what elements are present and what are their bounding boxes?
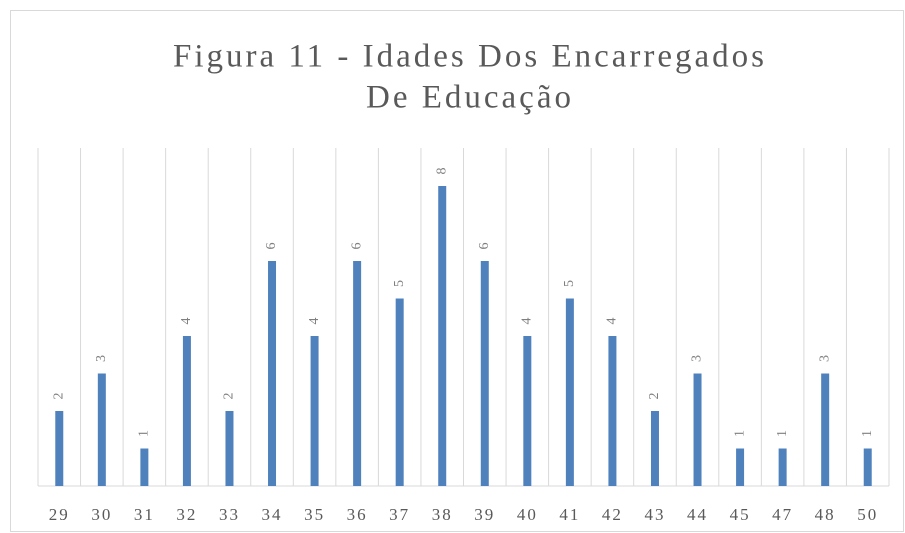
data-label: 5 (392, 280, 407, 287)
chart-title: Figura 11 - Idades Dos Encarregados (173, 39, 767, 75)
x-tick-label: 40 (517, 505, 538, 524)
data-label: 1 (732, 430, 747, 437)
x-tick-label: 42 (602, 505, 623, 524)
data-label: 1 (775, 430, 790, 437)
bar (182, 336, 191, 486)
bar (778, 448, 787, 486)
bar (55, 411, 64, 486)
x-tick-label: 47 (772, 505, 793, 524)
data-label: 1 (860, 430, 875, 437)
x-tick-label: 33 (219, 505, 240, 524)
bar (438, 186, 447, 486)
data-label: 2 (51, 393, 66, 400)
data-label: 6 (264, 243, 279, 250)
x-tick-label: 39 (474, 505, 495, 524)
x-tick-label: 44 (687, 505, 708, 524)
bar (268, 261, 277, 486)
data-label: 3 (817, 355, 832, 362)
bar (480, 261, 489, 486)
data-label: 6 (349, 243, 364, 250)
x-tick-label: 45 (730, 505, 751, 524)
data-label: 2 (647, 393, 662, 400)
bar (97, 373, 106, 486)
bar (863, 448, 872, 486)
bar (225, 411, 234, 486)
x-tick-label: 50 (857, 505, 878, 524)
data-label: 2 (222, 393, 237, 400)
data-label: 8 (434, 168, 449, 175)
x-tick-label: 36 (347, 505, 368, 524)
data-label: 5 (562, 280, 577, 287)
bar (140, 448, 149, 486)
x-tick-label: 41 (559, 505, 580, 524)
x-tick-label: 31 (134, 505, 155, 524)
data-label: 4 (307, 318, 322, 325)
x-tick-label: 34 (262, 505, 283, 524)
bar (310, 336, 319, 486)
x-tick-label: 37 (389, 505, 410, 524)
data-label: 4 (520, 318, 535, 325)
bar (650, 411, 659, 486)
chart-title: De Educação (366, 80, 574, 116)
bar (608, 336, 617, 486)
x-tick-label: 32 (176, 505, 197, 524)
x-tick-label: 35 (304, 505, 325, 524)
data-label: 3 (94, 355, 109, 362)
chart-border (10, 10, 904, 532)
data-label: 6 (477, 243, 492, 250)
bar (565, 298, 574, 486)
data-label: 3 (690, 355, 705, 362)
bar (523, 336, 532, 486)
x-tick-label: 48 (815, 505, 836, 524)
x-tick-label: 38 (432, 505, 453, 524)
x-tick-label: 29 (49, 505, 70, 524)
data-label: 4 (179, 318, 194, 325)
bar (693, 373, 702, 486)
bar (353, 261, 362, 486)
bar (821, 373, 830, 486)
bar (736, 448, 745, 486)
data-label: 1 (137, 430, 152, 437)
bar (395, 298, 404, 486)
x-tick-label: 30 (91, 505, 112, 524)
x-tick-label: 43 (644, 505, 665, 524)
data-label: 4 (605, 318, 620, 325)
